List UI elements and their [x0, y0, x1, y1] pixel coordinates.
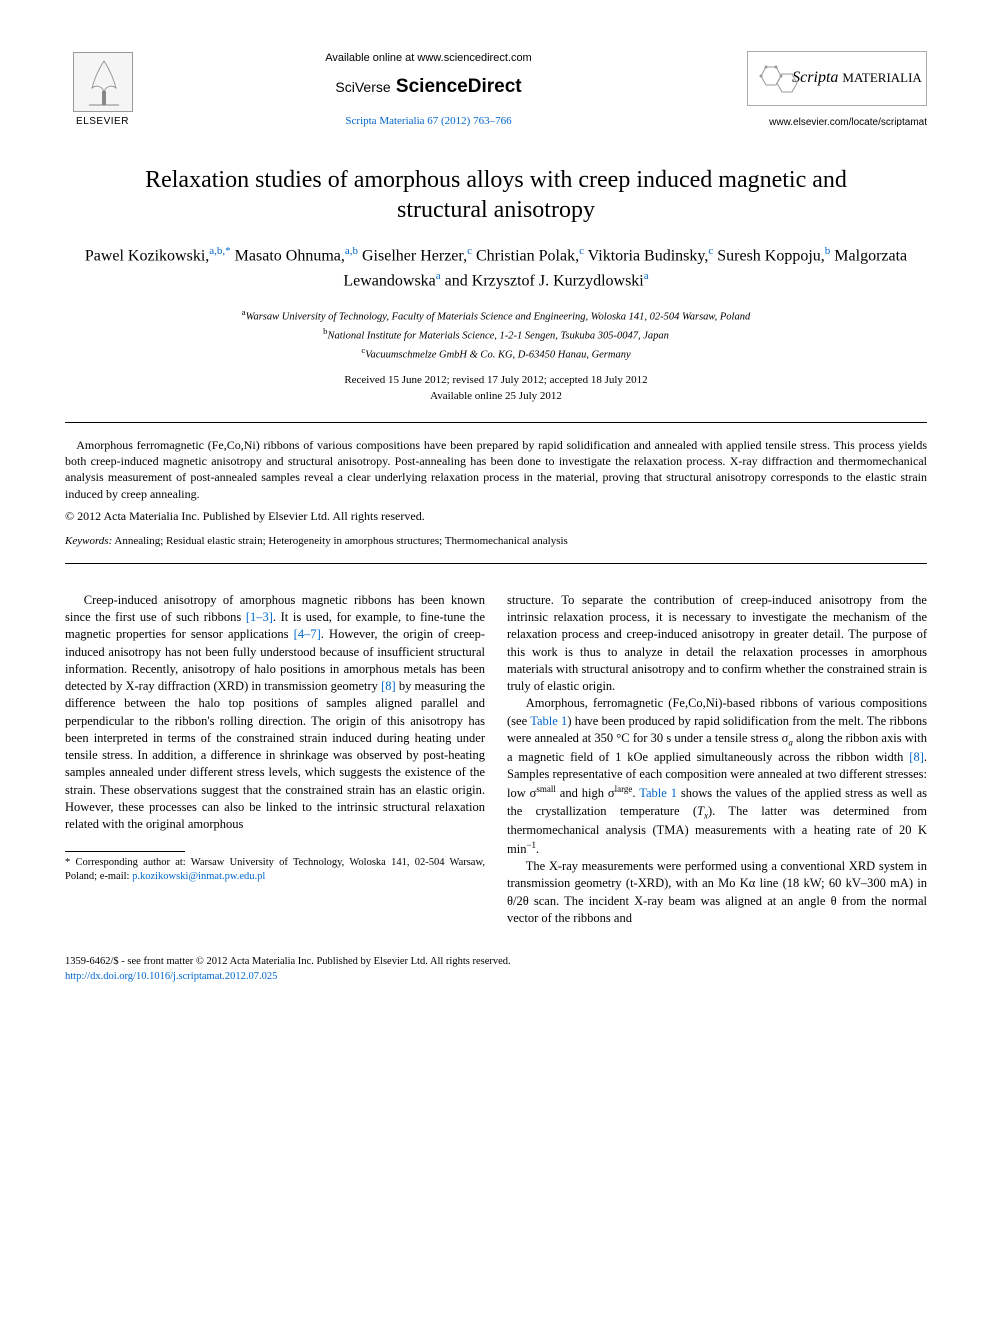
- footer-doi[interactable]: http://dx.doi.org/10.1016/j.scriptamat.2…: [65, 971, 277, 982]
- rule-bottom: [65, 563, 927, 564]
- elsevier-logo: ELSEVIER: [65, 45, 140, 135]
- copyright-line: © 2012 Acta Materialia Inc. Published by…: [65, 508, 927, 524]
- article-dates: Received 15 June 2012; revised 17 July 2…: [65, 373, 927, 404]
- sciencedirect-main: ScienceDirect: [396, 76, 522, 97]
- keywords-block: Keywords: Annealing; Residual elastic st…: [65, 534, 927, 549]
- elsevier-tree-icon: [73, 52, 133, 112]
- keywords-label: Keywords:: [65, 535, 112, 547]
- authors-list: Pawel Kozikowski,a,b,* Masato Ohnuma,a,b…: [65, 243, 927, 294]
- body-columns: Creep-induced anisotropy of amorphous ma…: [65, 592, 927, 927]
- column-left: Creep-induced anisotropy of amorphous ma…: [65, 592, 485, 927]
- footnote-email[interactable]: p.kozikowski@inmat.pw.edu.pl: [132, 871, 265, 882]
- body-para-3: Amorphous, ferromagnetic (Fe,Co,Ni)-base…: [507, 695, 927, 858]
- online-date: Available online 25 July 2012: [65, 389, 927, 404]
- affiliations-block: aWarsaw University of Technology, Facult…: [65, 306, 927, 364]
- center-header: Available online at www.sciencedirect.co…: [140, 51, 717, 129]
- sciverse-prefix: SciVerse: [335, 79, 390, 95]
- article-title: Relaxation studies of amorphous alloys w…: [105, 165, 887, 225]
- journal-reference[interactable]: Scripta Materialia 67 (2012) 763–766: [140, 114, 717, 129]
- body-para-2: structure. To separate the contribution …: [507, 592, 927, 696]
- scripta-materialia-logo: Scripta MATERIALIA: [747, 51, 927, 106]
- received-date: Received 15 June 2012; revised 17 July 2…: [65, 373, 927, 388]
- journal-logo-block: Scripta MATERIALIA www.elsevier.com/loca…: [717, 51, 927, 130]
- available-online-text: Available online at www.sciencedirect.co…: [140, 51, 717, 66]
- materialia-text: MATERIALIA: [842, 70, 921, 85]
- footnote-text: Corresponding author at: Warsaw Universi…: [65, 857, 485, 882]
- sciencedirect-logo: SciVerse ScienceDirect: [140, 74, 717, 100]
- affiliation-b: bNational Institute for Materials Scienc…: [65, 325, 927, 344]
- body-para-4: The X-ray measurements were performed us…: [507, 858, 927, 927]
- footnote-separator: [65, 851, 185, 852]
- abstract-text: Amorphous ferromagnetic (Fe,Co,Ni) ribbo…: [65, 437, 927, 502]
- body-para-1: Creep-induced anisotropy of amorphous ma…: [65, 592, 485, 834]
- footer-issn: 1359-6462/$ - see front matter © 2012 Ac…: [65, 955, 927, 970]
- journal-url[interactable]: www.elsevier.com/locate/scriptamat: [717, 116, 927, 130]
- affiliation-a: aWarsaw University of Technology, Facult…: [65, 306, 927, 325]
- rule-top: [65, 422, 927, 423]
- keywords-list: Annealing; Residual elastic strain; Hete…: [114, 535, 567, 547]
- page-header: ELSEVIER Available online at www.science…: [65, 45, 927, 135]
- corresponding-footnote: * Corresponding author at: Warsaw Univer…: [65, 856, 485, 883]
- affiliation-c: cVacuumschmelze GmbH & Co. KG, D-63450 H…: [65, 344, 927, 363]
- footnote-marker: *: [65, 857, 70, 868]
- page-footer: 1359-6462/$ - see front matter © 2012 Ac…: [65, 955, 927, 984]
- column-right: structure. To separate the contribution …: [507, 592, 927, 927]
- elsevier-label: ELSEVIER: [76, 115, 129, 129]
